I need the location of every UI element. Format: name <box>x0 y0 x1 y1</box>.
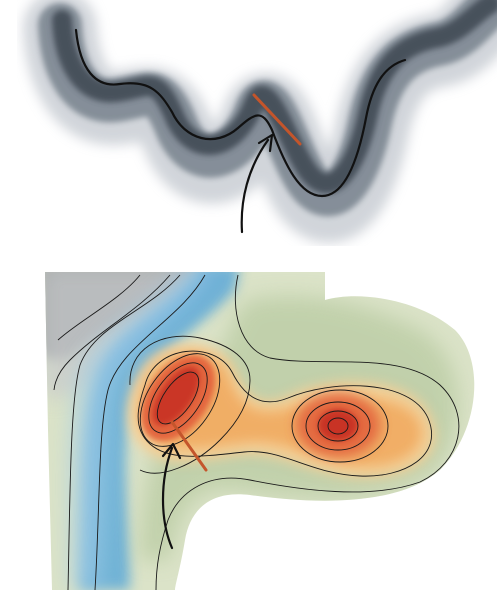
contour-grey-2 <box>53 274 171 391</box>
contour-left-1 <box>156 371 200 425</box>
map-marker-line <box>170 420 208 472</box>
contour-saddle <box>137 350 433 477</box>
ribbon-arrowhead <box>257 133 274 153</box>
contour-outer <box>155 274 460 591</box>
contour-right-3 <box>305 401 371 451</box>
contour-right-2 <box>317 410 359 442</box>
ribbon-svg <box>23 0 497 243</box>
contour-river-2 <box>67 274 181 591</box>
ribbon-marker-line <box>252 93 302 146</box>
contour-right-4 <box>291 389 389 463</box>
map-arrowhead <box>161 442 182 460</box>
contour-left-4 <box>129 335 251 474</box>
ribbon-wash-core <box>52 0 497 194</box>
ribbon-arrow <box>240 138 270 234</box>
contour-left-2 <box>148 362 208 434</box>
map-washes <box>45 272 475 590</box>
ribbon-edge-line <box>74 28 407 198</box>
contour-map-panel <box>0 262 497 600</box>
ribbon-panel <box>0 0 497 255</box>
contour-lines <box>53 274 460 591</box>
contour-left-3 <box>139 353 221 447</box>
contour-map-svg <box>45 272 475 591</box>
contour-river-1 <box>94 274 206 591</box>
contour-grey-1 <box>57 274 141 341</box>
map-arrow <box>161 446 174 550</box>
contour-right-1 <box>327 417 349 435</box>
